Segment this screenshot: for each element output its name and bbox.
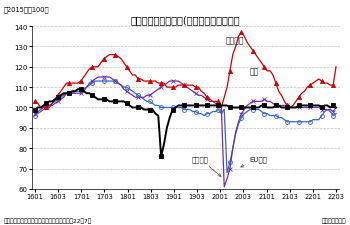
Text: （資料）財務省「貿易統計」　（注）直近は22年7月: （資料）財務省「貿易統計」 （注）直近は22年7月 [4, 217, 92, 223]
Text: 米国向け: 米国向け [191, 156, 221, 177]
Text: （年・四半期）: （年・四半期） [322, 217, 346, 223]
Text: （2015年＝100）: （2015年＝100） [4, 7, 49, 13]
Title: 地域別輸出数量指数(季節調整値）の推移: 地域別輸出数量指数(季節調整値）の推移 [131, 15, 240, 25]
Text: 全体: 全体 [249, 67, 258, 76]
Text: EU向け: EU向け [241, 156, 267, 167]
Text: 中国向け: 中国向け [226, 36, 245, 45]
